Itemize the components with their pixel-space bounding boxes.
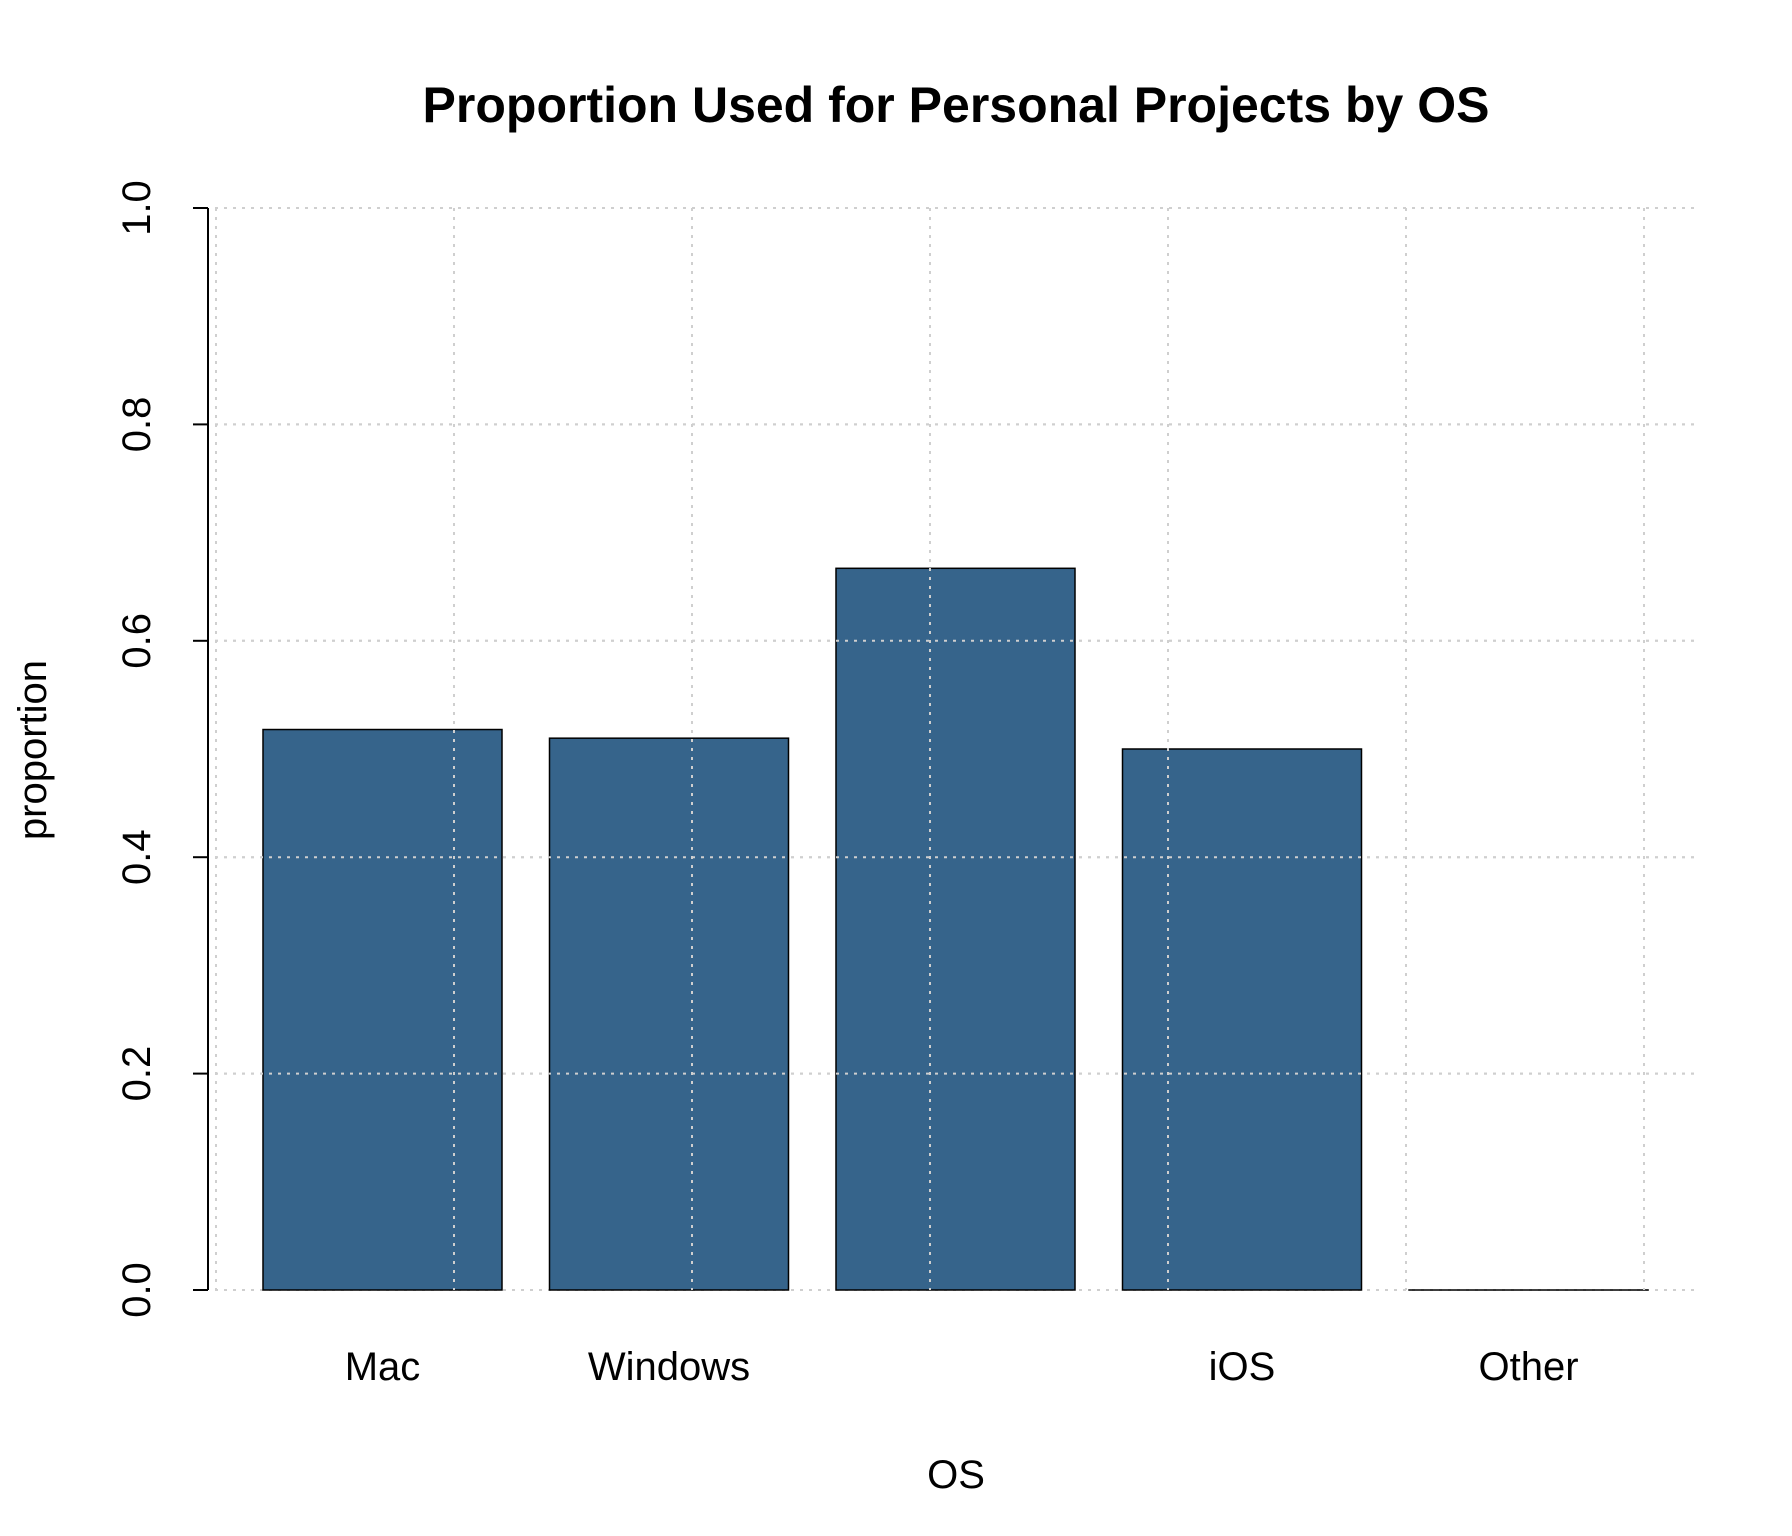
x-tick-labels: Mac Windows iOS Other [345,1345,1579,1389]
bar-ios [1121,748,1363,1291]
y-tick-label: 0.6 [115,613,159,669]
x-axis-label: OS [927,1453,985,1497]
y-axis: 0.0 0.2 0.4 0.6 0.8 1.0 [115,180,209,1318]
bar-windows [548,737,790,1291]
x-tick-label: Windows [588,1345,750,1389]
bar-unlabeled [835,567,1076,1291]
x-tick-label: Other [1478,1345,1578,1389]
x-tick-label: Mac [345,1345,421,1389]
y-tick-label: 1.0 [115,180,159,236]
y-tick-label: 0.4 [115,829,159,885]
y-tick-label: 0.0 [115,1262,159,1318]
y-axis-label: proportion [11,660,55,840]
chart-title: Proportion Used for Personal Projects by… [423,77,1490,133]
y-tick-label: 0.8 [115,397,159,453]
bars [215,208,1700,1291]
bar-mac [262,728,503,1291]
y-tick-label: 0.2 [115,1046,159,1102]
x-tick-label: iOS [1209,1345,1276,1389]
